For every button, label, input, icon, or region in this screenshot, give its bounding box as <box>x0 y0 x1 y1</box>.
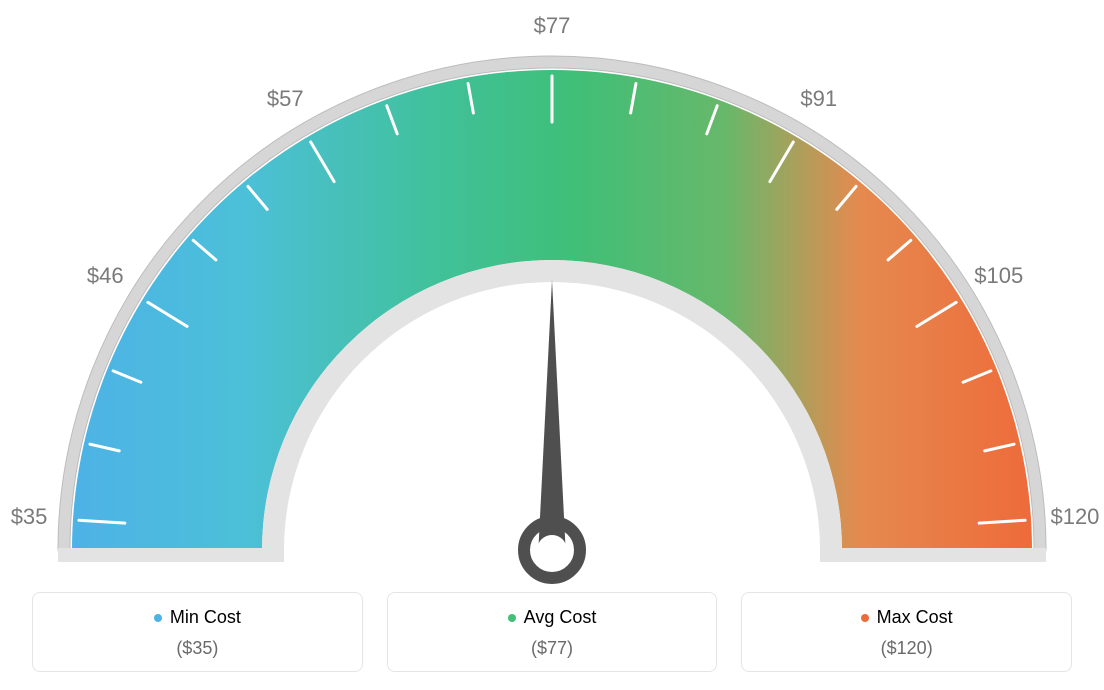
gauge-tick-label: $105 <box>974 263 1023 289</box>
legend-dot-min <box>154 614 162 622</box>
legend-title-avg: Avg Cost <box>508 607 597 628</box>
legend-card-avg: Avg Cost ($77) <box>387 592 718 672</box>
legend-value-max: ($120) <box>742 638 1071 659</box>
legend-value-avg: ($77) <box>388 638 717 659</box>
legend-label-avg: Avg Cost <box>524 607 597 628</box>
legend-row: Min Cost ($35) Avg Cost ($77) Max Cost (… <box>0 592 1104 690</box>
legend-card-max: Max Cost ($120) <box>741 592 1072 672</box>
gauge-tick-label: $57 <box>267 86 304 112</box>
gauge-tick-label: $77 <box>534 13 571 39</box>
legend-dot-max <box>861 614 869 622</box>
legend-value-min: ($35) <box>33 638 362 659</box>
gauge-tick-label: $91 <box>800 86 837 112</box>
gauge-svg <box>32 30 1072 590</box>
legend-card-min: Min Cost ($35) <box>32 592 363 672</box>
gauge-tick-label: $120 <box>1050 504 1099 530</box>
gauge-tick-label: $35 <box>11 504 48 530</box>
gauge-tick-label: $46 <box>87 263 124 289</box>
legend-label-max: Max Cost <box>877 607 953 628</box>
legend-dot-avg <box>508 614 516 622</box>
legend-title-max: Max Cost <box>861 607 953 628</box>
legend-label-min: Min Cost <box>170 607 241 628</box>
legend-title-min: Min Cost <box>154 607 241 628</box>
gauge-chart: $35$46$57$77$91$105$120 <box>32 30 1072 590</box>
